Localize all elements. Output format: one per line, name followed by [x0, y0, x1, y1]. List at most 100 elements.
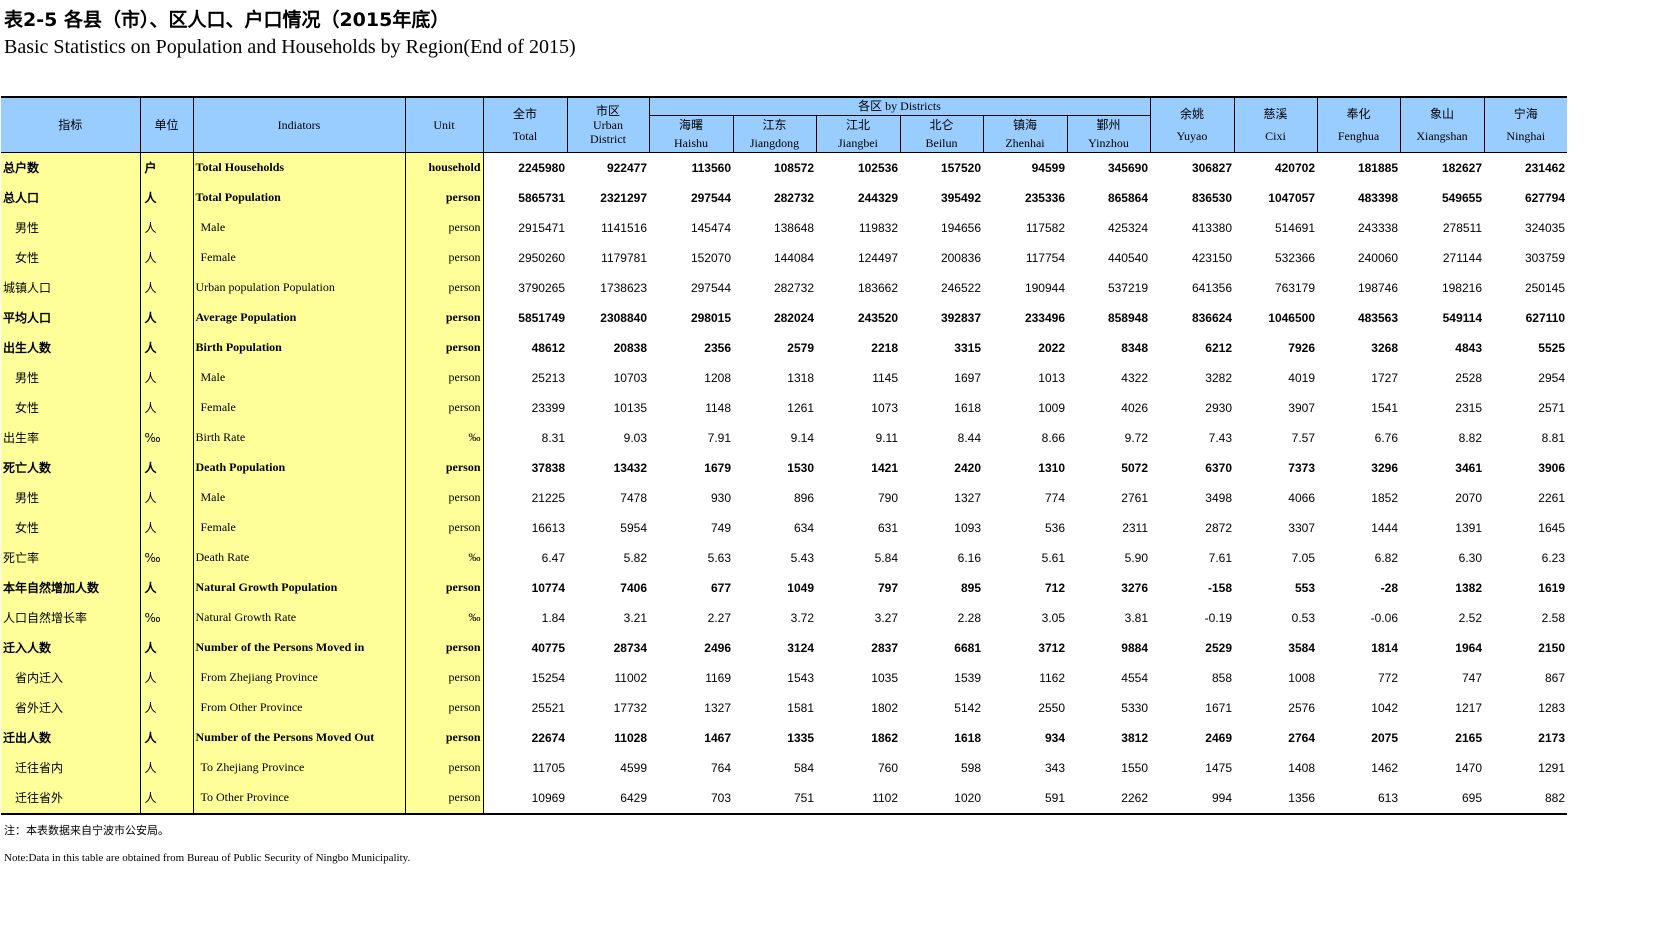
row-value-cell: 21225	[531, 490, 565, 505]
row-value-cell: 94599	[1031, 160, 1065, 175]
row-value-cell: 4322	[1121, 370, 1148, 385]
table-row: 出生人数人 Birth Population person 48612 20838 235…	[1, 332, 1567, 363]
row-value-cell: 3812	[1121, 730, 1148, 745]
row-value-cell: 1470	[1455, 760, 1482, 775]
row-unit-en: person	[404, 332, 484, 363]
row-value-cell: 157520	[940, 160, 981, 175]
header-col-cixi-cn: 慈溪	[1263, 106, 1288, 121]
row-unit-cn: 人	[139, 242, 193, 273]
row-value-cell: 119832	[858, 220, 898, 235]
row-value-cell: 613	[1317, 782, 1400, 815]
row-value-cell: 2.58	[1541, 610, 1565, 625]
row-indicator-cn: 迁往省外	[1, 782, 140, 815]
row-unit-en: person	[404, 572, 484, 603]
row-value-cell: 537219	[1107, 280, 1148, 295]
row-value-cell: 20838	[613, 340, 647, 355]
row-value-cell: 6681	[954, 640, 981, 655]
row-value-cell: 190944	[1024, 280, 1065, 295]
row-value-cell: 712	[1044, 580, 1065, 595]
row-value-cell: 1013	[1038, 370, 1065, 385]
row-unit-en: person	[404, 362, 484, 393]
row-indicator-cn: 女性	[1, 242, 140, 273]
table-row: 迁往省内人 To Zhejiang Province person 11705 4599…	[1, 752, 1567, 783]
row-indicator-cn: 总人口	[1, 182, 140, 213]
row-value-cell: 7406	[620, 580, 647, 595]
row-indicator-en: Natural Growth Rate	[192, 602, 405, 633]
row-unit-en: person	[404, 272, 484, 303]
row-value-cell: 423150	[1191, 250, 1232, 265]
row-value-cell: 425324	[1107, 220, 1148, 235]
row-unit-en: person	[404, 512, 484, 543]
row-value-cell: 1020	[900, 782, 983, 815]
row-value-cell: 271144	[1442, 250, 1482, 265]
row-value-cell: 1073	[871, 400, 898, 415]
row-unit-cn: 户	[139, 152, 193, 183]
table-row: 女性人 Female person 2950260 1179781 152070 14408…	[1, 242, 1567, 273]
row-value-cell: 1047057	[1268, 190, 1315, 205]
header-col-zhenhai-cn: 镇海	[1012, 117, 1037, 132]
row-value-cell: 345690	[1107, 160, 1148, 175]
row-value-cell: 3268	[1371, 340, 1398, 355]
row-value-cell: 113560	[691, 160, 731, 175]
row-value-cell: 6.82	[1374, 550, 1398, 565]
row-value-cell: 553	[1294, 580, 1315, 595]
row-unit-cn: 人	[139, 362, 193, 393]
header-col-haishu: 海曙 Haishu	[648, 114, 733, 153]
row-value-cell: -28	[1380, 580, 1398, 595]
row-unit-cn: 人	[139, 632, 193, 663]
row-value-cell: 102536	[857, 160, 898, 175]
row-unit-en: household	[404, 152, 484, 183]
footnote-cn: 注：本表数据来自宁波市公安局。	[4, 824, 169, 837]
header-col-zhenhai-en: Zhenhai	[1005, 135, 1045, 150]
row-unit-cn: 人	[139, 332, 193, 363]
row-value-cell: 930	[710, 490, 731, 505]
row-unit-cn: ‰	[139, 422, 193, 453]
row-value-cell: 5330	[1121, 700, 1148, 715]
row-value-cell: 1291	[1538, 760, 1565, 775]
row-value-cell: 2308840	[600, 310, 647, 325]
row-value-cell: 922477	[606, 160, 647, 175]
row-indicator-cn: 男性	[1, 362, 140, 393]
row-value-cell: 627794	[1524, 190, 1565, 205]
row-value-cell: 3.21	[623, 610, 647, 625]
row-value-cell: 627110	[1525, 310, 1565, 325]
row-value-cell: 2.27	[707, 610, 731, 625]
row-value-cell: 3790265	[518, 280, 565, 295]
row-value-cell: 10774	[531, 580, 565, 595]
row-indicator-en: To Other Province	[192, 782, 405, 815]
row-indicator-cn: 男性	[1, 482, 140, 513]
row-value-cell: 882	[1484, 782, 1567, 815]
row-value-cell: 1283	[1538, 700, 1565, 715]
row-indicator-en: Number of the Persons Moved Out	[192, 722, 405, 753]
table-row: 男性人 Male person 21225 7478 930 896 790 1327 774 27…	[1, 482, 1567, 513]
header-col-fenghua-en: Fenghua	[1337, 128, 1380, 143]
row-value-cell: 25521	[531, 700, 565, 715]
row-value-cell: 4026	[1121, 400, 1148, 415]
row-value-cell: 747	[1461, 670, 1482, 685]
row-indicator-en: Female	[192, 242, 405, 273]
row-value-cell: 2496	[704, 640, 731, 655]
table-row: 出生率 ‰ Birth Rate ‰ 8.31 9.03 7.91 9.14 9.11 8.44 8…	[1, 422, 1567, 453]
row-value-cell: 11705	[532, 760, 565, 775]
row-value-cell: 2315	[1455, 400, 1482, 415]
header-col-ninghai: 宁海 Ninghai	[1483, 96, 1567, 153]
row-value-cell: 8.31	[541, 430, 565, 445]
header-indicator-cn: 指标	[1, 96, 140, 153]
row-value-cell: 591	[983, 782, 1067, 815]
row-value-cell: 1550	[1121, 760, 1148, 775]
row-value-cell: 233496	[1024, 310, 1065, 325]
row-indicator-en: Number of the Persons Moved in	[192, 632, 405, 663]
row-value-cell: 3296	[1371, 460, 1398, 475]
row-value-cell: 413380	[1191, 220, 1232, 235]
header-col-xiangshan-cn: 象山	[1429, 106, 1454, 121]
row-indicator-cn: 死亡人数	[1, 452, 140, 483]
row-value-cell: 3.27	[874, 610, 898, 625]
row-value-cell: 1148	[705, 400, 731, 415]
row-indicator-cn: 出生人数	[1, 332, 140, 363]
row-value-cell: 1382	[1455, 580, 1482, 595]
table-row: 迁往省外人 To Other Province person 10969 6429 703…	[1, 782, 1567, 815]
table-row: 男性人 Male person 2915471 1141516 145474 138648 1…	[1, 212, 1567, 243]
row-value-cell: 5.82	[623, 550, 647, 565]
header-col-total: 全市 Total	[482, 96, 567, 153]
row-value-cell: 1102	[816, 782, 900, 815]
